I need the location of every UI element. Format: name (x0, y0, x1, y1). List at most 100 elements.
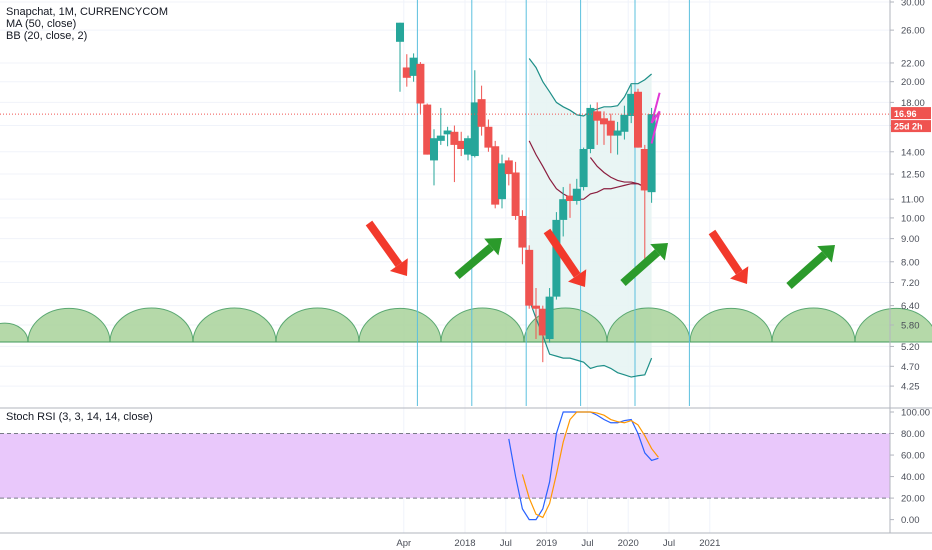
time-tick-label: 2019 (536, 538, 557, 549)
candle-body (498, 163, 506, 200)
candle-body (491, 146, 500, 205)
price-tick-label: 5.80 (901, 320, 920, 331)
time-tick-label: 2021 (699, 538, 720, 549)
stoch-rsi-pane (0, 407, 932, 521)
time-tick-label: Jul (663, 538, 675, 549)
candle-body (484, 126, 493, 148)
price-tick-label: 4.25 (901, 382, 920, 393)
countdown-tag-value: 25d 2h (894, 122, 923, 132)
candle-body (613, 130, 622, 136)
candle-body (572, 188, 581, 201)
stoch-d-line (521, 411, 659, 519)
trend-arrow-head (484, 238, 502, 256)
bb-lower-line (528, 299, 653, 378)
price-tick-label: 18.00 (901, 98, 925, 109)
price-tick-label: 9.00 (901, 234, 920, 245)
candle-body (409, 57, 418, 76)
trend-arrow-shaft (454, 243, 494, 280)
candle-body (457, 140, 466, 149)
candle-body (430, 138, 438, 161)
trend-arrow-shaft (786, 251, 828, 289)
bb-label: BB (20, close, 2) (6, 30, 88, 42)
time-tick-label: Jul (581, 538, 593, 549)
cycle-arc (689, 307, 773, 343)
price-tag-value: 16.96 (894, 109, 917, 119)
candle-body (586, 107, 595, 149)
price-tick-label: 26.00 (901, 26, 925, 37)
price-tick-label: 8.00 (901, 257, 920, 268)
candle-body (525, 249, 534, 306)
price-tick-label: 22.00 (901, 58, 925, 69)
cycle-arc (358, 307, 442, 343)
ma-label: MA (50, close) (6, 18, 77, 30)
stoch-tick-label: 80.00 (901, 429, 925, 440)
candle-body (511, 172, 520, 216)
candle-body (634, 91, 642, 148)
candles (396, 22, 656, 363)
price-tick-label: 12.50 (901, 170, 925, 181)
candle-body (538, 308, 547, 336)
cycle-arc (440, 307, 525, 343)
price-tick-label: 6.40 (901, 301, 920, 312)
price-tick-label: 10.00 (901, 213, 925, 224)
trend-arrow-head (389, 258, 408, 276)
candle-body (402, 67, 411, 78)
stoch-tick-label: 40.00 (901, 472, 925, 483)
chart-title: Snapchat, 1M, CURRENCYCOM (6, 6, 168, 18)
trend-arrow-shaft (620, 249, 661, 286)
candle-body (552, 219, 561, 297)
time-tick-label: 2020 (618, 538, 639, 549)
bollinger-fill (529, 58, 652, 378)
stoch-tick-label: 0.00 (901, 515, 920, 526)
candle-body (627, 93, 636, 116)
cycle-arc (0, 322, 29, 343)
stoch-tick-label: 100.00 (901, 408, 930, 419)
candle-body (450, 131, 459, 145)
bollinger-band-fill (529, 58, 652, 378)
trend-arrow-shaft (365, 220, 403, 267)
candle-body (532, 305, 540, 309)
cycle-arc (771, 307, 856, 343)
trend-arrow-head (568, 269, 587, 287)
candle-body (464, 138, 472, 155)
price-tick-label: 11.00 (901, 195, 924, 206)
time-tick-label: Jul (500, 538, 512, 549)
candle-body (545, 296, 554, 340)
candle-body (504, 160, 513, 175)
candle-body (477, 99, 486, 127)
candle-body (423, 104, 432, 155)
cycle-arc (109, 307, 194, 343)
cycle-arcs (0, 307, 932, 343)
stoch-band (0, 433, 890, 499)
candle-body (593, 111, 602, 121)
time-tick-label: 2018 (454, 538, 475, 549)
candle-body (443, 130, 452, 135)
candle-body (606, 120, 615, 136)
candle-body (470, 102, 479, 157)
stoch-legend: Stoch RSI (3, 3, 14, 14, close) (6, 411, 153, 423)
cursor-mark (650, 92, 661, 144)
trend-arrow-shaft (543, 228, 581, 278)
stoch-tick-label: 60.00 (901, 451, 925, 462)
cycle-arc (275, 307, 360, 343)
candle-body (620, 114, 629, 132)
trend-arrow-shaft (708, 229, 743, 275)
candle-body (559, 199, 568, 220)
time-tick-label: Apr (396, 538, 411, 549)
price-tick-label: 30.00 (901, 0, 925, 9)
candle-body (579, 148, 588, 188)
cycle-arc (27, 307, 111, 343)
price-tick-label: 4.70 (901, 362, 920, 373)
trend-arrow-head (650, 243, 668, 261)
candle-body (647, 114, 656, 193)
candle-body (640, 148, 649, 191)
cycle-arc (192, 307, 277, 343)
countdown-tag (891, 120, 931, 133)
price-tag (891, 107, 931, 120)
candle-body (518, 215, 527, 248)
price-tick-label: 20.00 (901, 77, 925, 88)
stoch-label: Stoch RSI (3, 3, 14, 14, close) (6, 411, 153, 423)
price-tick-label: 14.00 (901, 147, 925, 158)
